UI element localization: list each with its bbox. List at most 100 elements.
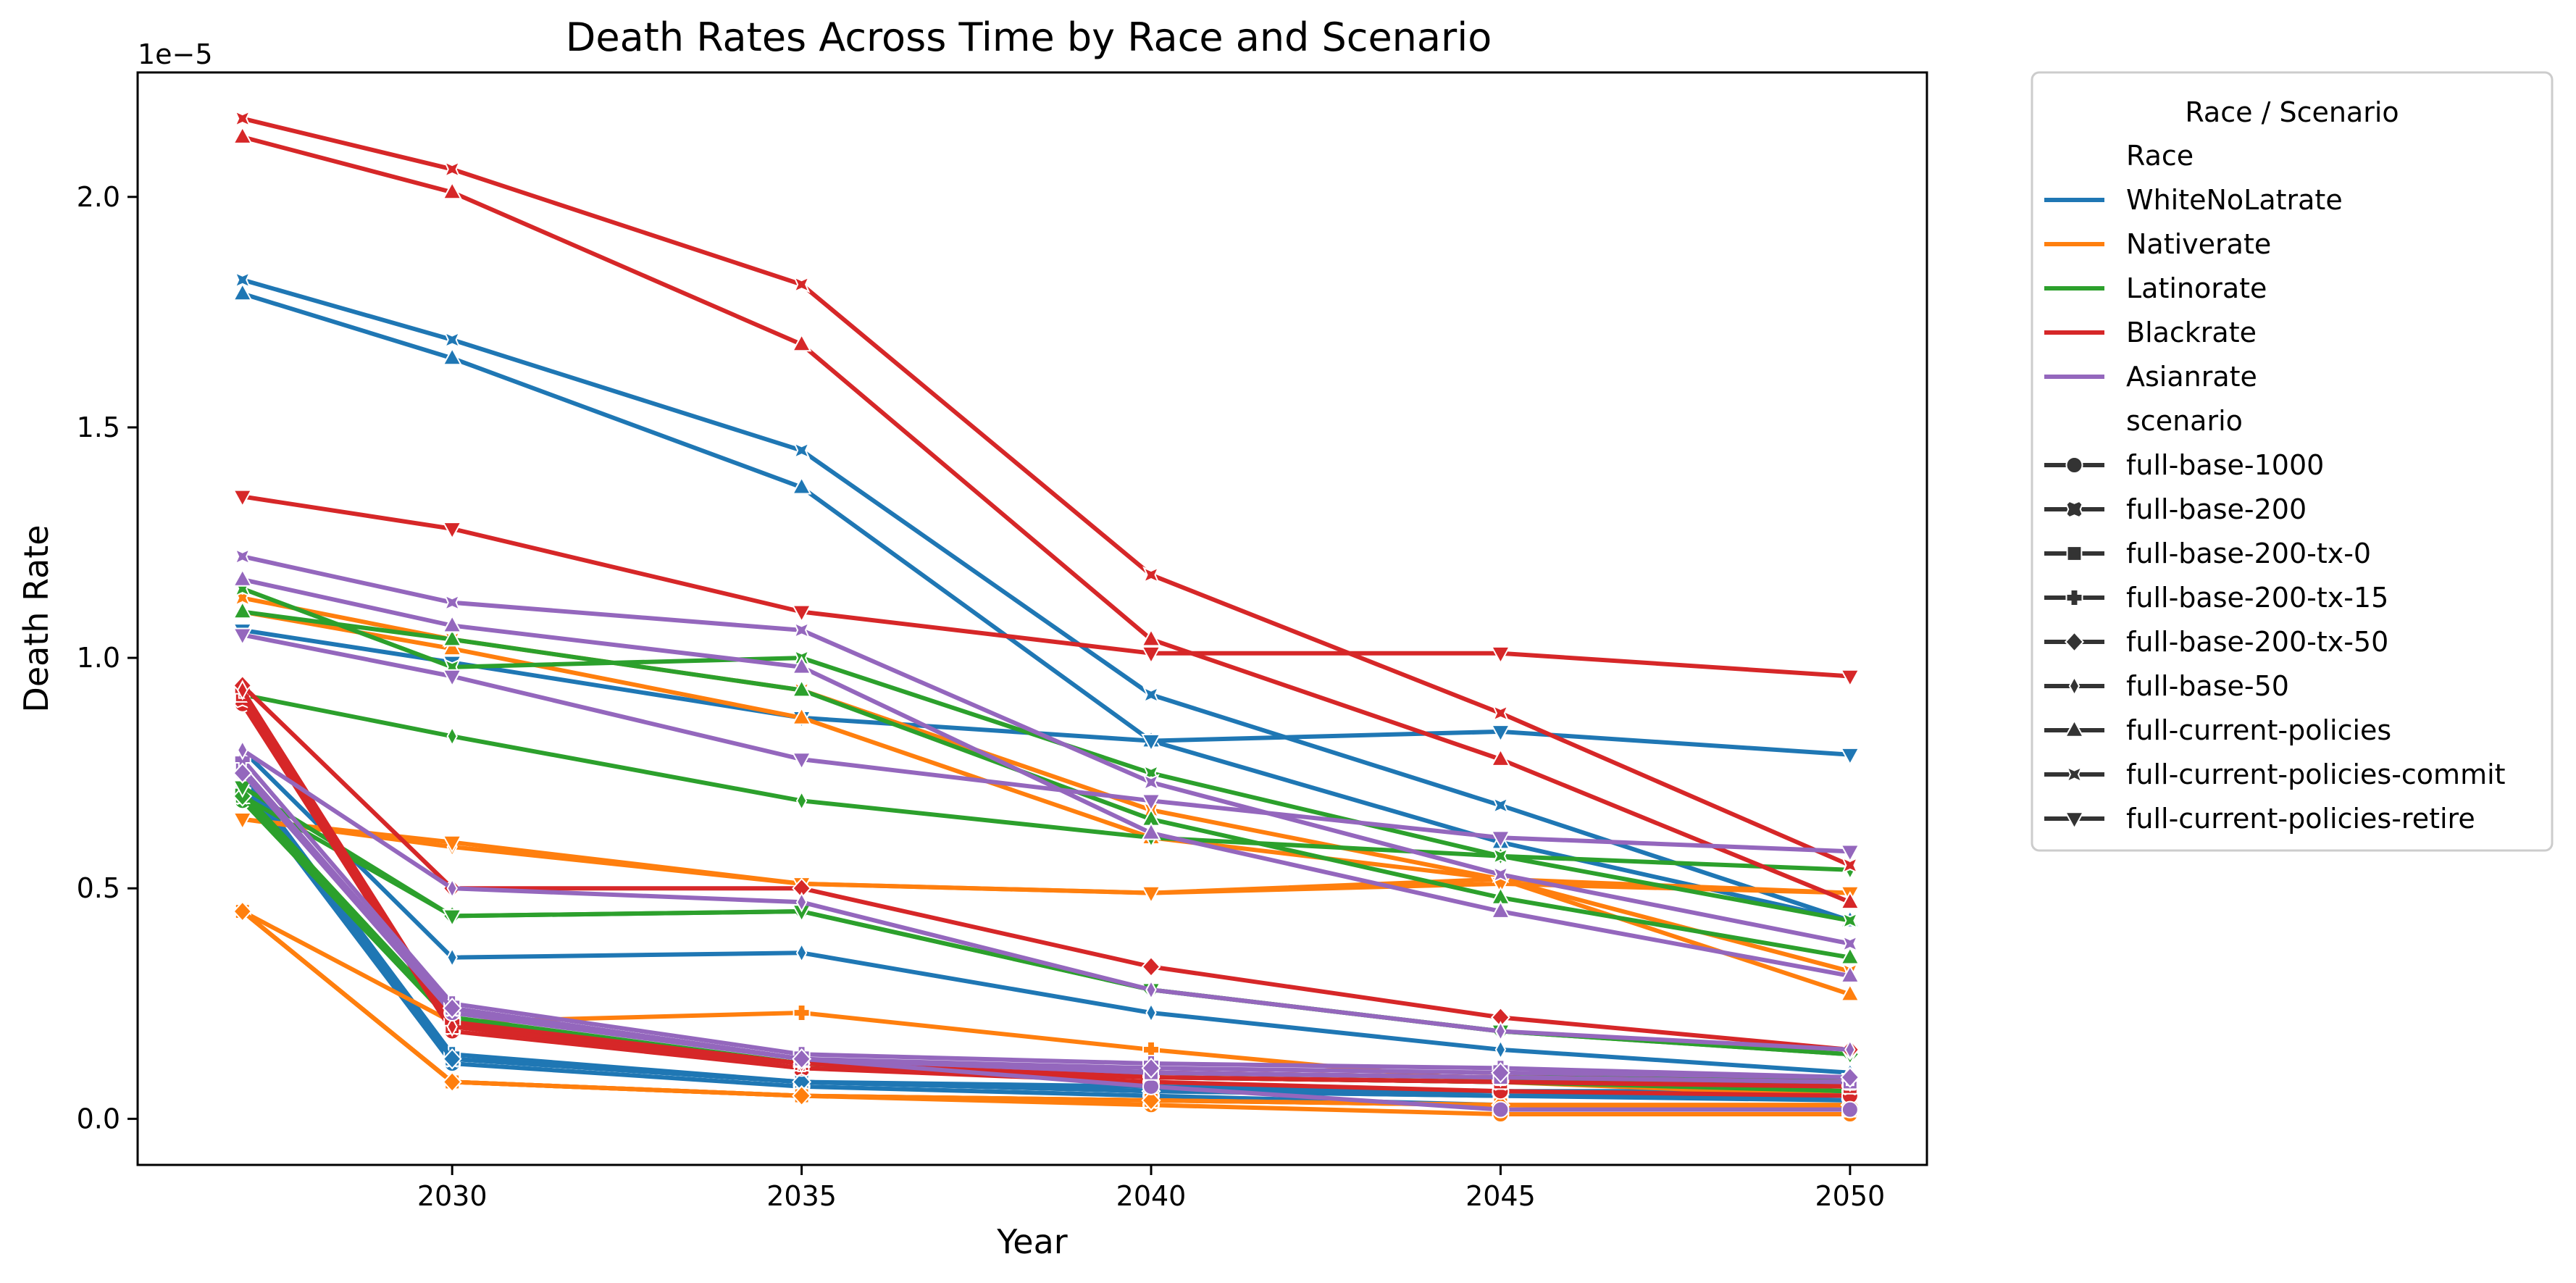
data-point bbox=[1844, 1039, 1856, 1061]
data-point bbox=[442, 669, 462, 688]
data-point bbox=[1841, 935, 1859, 953]
series-latino-cp bbox=[232, 601, 1860, 965]
x-tick-label: 2035 bbox=[766, 1180, 837, 1212]
data-point bbox=[232, 125, 253, 144]
data-point bbox=[791, 656, 812, 674]
data-point bbox=[236, 680, 248, 701]
x-tick-label: 2030 bbox=[417, 1180, 488, 1212]
series-line bbox=[240, 277, 1852, 923]
data-point bbox=[1840, 946, 1860, 965]
data-point bbox=[795, 790, 808, 811]
legend-marker-b50 bbox=[2068, 675, 2081, 697]
data-point bbox=[1142, 566, 1160, 584]
data-point bbox=[236, 740, 248, 761]
data-point bbox=[446, 947, 458, 968]
series-line bbox=[240, 609, 1852, 997]
y-tick-label: 1.0 bbox=[77, 642, 120, 674]
data-point bbox=[791, 679, 812, 698]
data-point bbox=[791, 604, 812, 623]
series-line bbox=[240, 701, 1852, 1098]
legend: Race / Scenario Race WhiteNoLatrate Native… bbox=[2031, 71, 2554, 852]
data-point bbox=[1141, 1090, 1161, 1111]
data-point bbox=[442, 908, 462, 927]
legend-item-cpr: full-current-policies-retire bbox=[2126, 803, 2475, 835]
x-tick-label: 2040 bbox=[1116, 1180, 1187, 1212]
series-line bbox=[240, 748, 1852, 1052]
legend-marker-b1000 bbox=[2065, 456, 2083, 474]
legend-item-black: Blackrate bbox=[2126, 317, 2257, 348]
legend-item-b200tx15: full-base-200-tx-15 bbox=[2126, 582, 2388, 614]
series-asian-cp bbox=[232, 568, 1860, 983]
legend-item-b1000: full-base-1000 bbox=[2126, 449, 2324, 481]
series-asian-b200tx50 bbox=[233, 762, 1860, 1088]
legend-item-asian: Asianrate bbox=[2126, 361, 2257, 393]
series-line bbox=[240, 609, 1852, 960]
data-point bbox=[233, 548, 251, 565]
series-line bbox=[240, 627, 1852, 757]
series-line bbox=[240, 771, 1852, 1080]
data-point bbox=[791, 706, 812, 725]
data-point bbox=[446, 1016, 458, 1037]
data-point bbox=[1490, 830, 1511, 849]
legend-title: Race / Scenario bbox=[2185, 96, 2399, 128]
data-point bbox=[793, 441, 811, 459]
data-point bbox=[1141, 645, 1161, 664]
y-tick-label: 0.5 bbox=[77, 872, 120, 904]
y-axis-label: Death Rate bbox=[17, 525, 56, 712]
plot-frame bbox=[136, 71, 1928, 1166]
data-point bbox=[442, 1048, 462, 1070]
data-point bbox=[1840, 983, 1860, 1002]
data-point bbox=[442, 614, 462, 633]
x-tick-label: 2050 bbox=[1815, 1180, 1886, 1212]
data-point bbox=[792, 1085, 812, 1107]
series-line bbox=[240, 494, 1852, 679]
data-point bbox=[791, 476, 812, 495]
data-point bbox=[442, 347, 462, 366]
data-point bbox=[1841, 1100, 1859, 1119]
data-point bbox=[795, 892, 808, 913]
series-line bbox=[240, 554, 1852, 946]
data-point bbox=[1841, 911, 1859, 929]
data-point bbox=[443, 160, 461, 178]
data-point bbox=[1492, 704, 1510, 722]
legend-marker-b200 bbox=[2065, 500, 2083, 519]
legend-items: Race WhiteNoLatrate Nativerate Latinorate Bl… bbox=[2044, 140, 2506, 835]
x-tick-label: 2045 bbox=[1465, 1180, 1536, 1212]
legend-marker-b200tx0 bbox=[2066, 546, 2083, 561]
data-point bbox=[1492, 847, 1510, 865]
series-black-cpc bbox=[233, 109, 1859, 874]
legend-marker-cp bbox=[2064, 719, 2085, 737]
data-point bbox=[1145, 979, 1157, 1000]
data-point bbox=[1840, 844, 1860, 863]
series-asian-cpr bbox=[232, 627, 1860, 863]
data-point bbox=[1494, 1021, 1507, 1042]
data-point bbox=[232, 568, 253, 587]
data-point bbox=[1490, 724, 1511, 743]
legend-item-b50: full-base-50 bbox=[2126, 670, 2289, 702]
series-black-cp bbox=[232, 125, 1860, 910]
y-tick-label: 0.0 bbox=[77, 1103, 120, 1134]
series-line bbox=[240, 771, 1852, 1112]
data-point bbox=[442, 997, 462, 1019]
data-point bbox=[232, 489, 253, 508]
data-point bbox=[233, 271, 251, 289]
series-line bbox=[240, 757, 1852, 1080]
data-point bbox=[791, 333, 812, 352]
legend-item-cp: full-current-policies bbox=[2126, 714, 2391, 746]
data-point bbox=[442, 1071, 462, 1093]
series-line bbox=[240, 116, 1852, 868]
data-point bbox=[1142, 774, 1160, 791]
data-point bbox=[793, 1004, 811, 1022]
data-point bbox=[1490, 645, 1511, 664]
x-axis-label: Year bbox=[996, 1222, 1067, 1261]
data-point bbox=[1141, 885, 1161, 904]
data-point bbox=[1141, 733, 1161, 752]
series-line bbox=[240, 291, 1852, 923]
series-line bbox=[240, 577, 1852, 979]
data-point bbox=[232, 811, 253, 831]
legend-item-b200: full-base-200 bbox=[2126, 493, 2307, 525]
data-point bbox=[442, 522, 462, 540]
data-point bbox=[442, 638, 462, 656]
y-tick-label: 1.5 bbox=[77, 411, 120, 443]
